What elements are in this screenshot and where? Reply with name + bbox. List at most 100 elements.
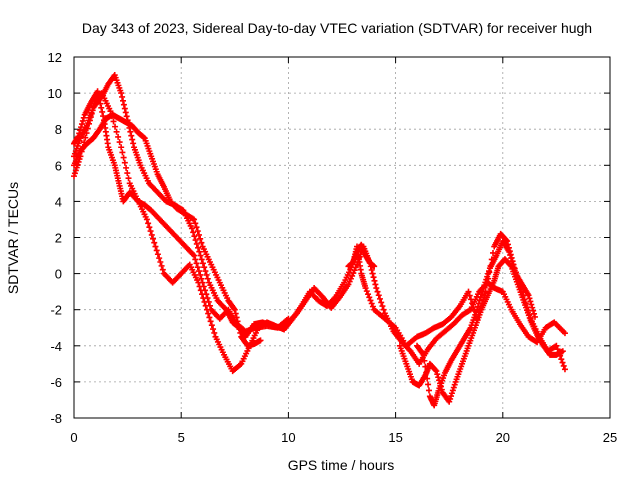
x-tick-label: 15: [388, 430, 402, 445]
data-points: [71, 72, 568, 409]
x-tick-label: 25: [603, 430, 617, 445]
data-point: [365, 291, 372, 298]
data-point: [195, 268, 202, 275]
data-point: [285, 315, 292, 322]
data-point: [509, 261, 516, 268]
data-point: [508, 255, 515, 262]
data-point: [118, 90, 125, 97]
data-point: [369, 303, 376, 310]
data-point: [376, 295, 383, 302]
grid: [74, 57, 610, 418]
series-6: [414, 238, 538, 409]
data-point: [147, 228, 154, 235]
data-point: [120, 101, 127, 108]
data-point: [369, 270, 376, 277]
data-point: [233, 314, 240, 321]
data-point: [71, 173, 77, 180]
data-point: [465, 288, 472, 295]
data-point: [237, 329, 244, 336]
data-point: [422, 363, 429, 370]
data-point: [531, 313, 538, 320]
data-point: [372, 281, 379, 288]
data-point: [207, 318, 214, 325]
data-point: [433, 368, 440, 375]
data-point: [205, 298, 212, 305]
data-point: [78, 124, 85, 131]
data-point: [96, 96, 103, 103]
data-point: [202, 287, 209, 294]
data-point: [232, 310, 239, 317]
data-point: [194, 228, 201, 235]
data-point: [123, 113, 130, 120]
y-tick-label: -4: [50, 339, 62, 354]
data-point: [561, 366, 568, 373]
data-point: [119, 149, 126, 156]
data-point: [191, 216, 198, 223]
data-point: [203, 291, 210, 298]
data-point: [447, 395, 454, 402]
data-point: [197, 271, 204, 278]
data-point: [379, 303, 386, 310]
data-point: [475, 300, 482, 307]
data-point: [257, 337, 264, 344]
y-tick-label: 10: [48, 86, 62, 101]
data-point: [559, 359, 566, 366]
data-point: [526, 295, 533, 302]
data-point: [380, 306, 387, 313]
data-point: [124, 170, 131, 177]
data-point: [368, 300, 375, 307]
data-point: [508, 258, 515, 265]
data-point: [198, 239, 205, 246]
data-point: [432, 367, 439, 374]
series-2: [71, 72, 568, 367]
data-point: [200, 283, 207, 290]
data-point: [153, 247, 160, 254]
data-point: [530, 307, 537, 314]
data-point: [121, 159, 128, 166]
data-point: [197, 235, 204, 242]
data-point: [71, 170, 78, 177]
data-point: [208, 322, 215, 329]
data-point: [373, 285, 380, 292]
data-point: [79, 117, 86, 124]
x-axis: 0 5 10 15 20 25: [70, 57, 617, 445]
data-point: [507, 252, 514, 259]
data-point: [375, 292, 382, 299]
data-point: [451, 381, 458, 388]
data-point: [150, 235, 157, 242]
data-point: [159, 266, 166, 273]
data-point: [195, 231, 202, 238]
data-point: [231, 306, 238, 313]
data-point: [363, 288, 370, 295]
data-point: [192, 237, 199, 244]
data-point: [80, 114, 87, 121]
data-point: [423, 369, 430, 376]
data-point: [483, 276, 490, 283]
data-point: [235, 322, 242, 329]
data-point: [121, 105, 128, 112]
chart-title: Day 343 of 2023, Sidereal Day-to-day VTE…: [82, 20, 592, 36]
data-point: [479, 288, 486, 295]
data-point: [374, 288, 381, 295]
data-point: [425, 381, 432, 388]
data-point: [119, 93, 126, 100]
data-point: [236, 326, 243, 333]
data-point: [193, 260, 200, 267]
data-point: [527, 298, 534, 305]
data-point: [450, 384, 457, 391]
data-point: [192, 220, 199, 227]
data-point: [561, 330, 568, 337]
data-point: [199, 279, 206, 286]
data-point: [206, 314, 213, 321]
data-point: [366, 294, 373, 301]
data-point: [205, 310, 212, 317]
data-point: [485, 270, 492, 277]
data-point: [122, 109, 129, 116]
data-point: [143, 216, 150, 223]
data-point: [480, 285, 487, 292]
data-point: [367, 297, 374, 304]
data-point: [448, 393, 455, 400]
data-point: [510, 264, 517, 271]
data-point: [190, 229, 197, 236]
